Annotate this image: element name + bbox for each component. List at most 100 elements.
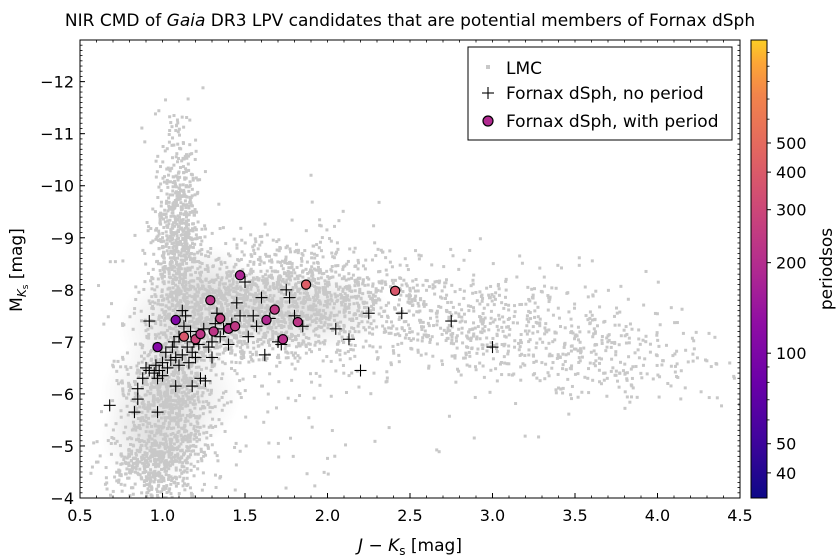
lmc-point: [154, 355, 158, 359]
lmc-point: [259, 259, 263, 263]
lmc-point: [293, 271, 297, 275]
lmc-point: [123, 455, 127, 459]
lmc-point: [176, 482, 180, 486]
lmc-point: [242, 339, 246, 343]
lmc-point: [209, 322, 213, 326]
lmc-point: [163, 419, 167, 423]
lmc-point: [153, 210, 157, 214]
lmc-point: [286, 274, 290, 278]
lmc-point: [193, 434, 197, 438]
lmc-point: [534, 359, 538, 363]
lmc-point: [164, 440, 168, 444]
lmc-point: [185, 195, 189, 199]
lmc-point: [177, 380, 181, 384]
lmc-point: [569, 397, 573, 401]
lmc-point: [173, 433, 177, 437]
lmc-point: [321, 288, 325, 292]
lmc-point: [289, 289, 293, 293]
lmc-point: [129, 486, 133, 490]
lmc-point: [207, 255, 211, 259]
lmc-point: [159, 303, 163, 307]
lmc-point: [523, 363, 527, 367]
lmc-point: [285, 261, 289, 265]
lmc-point: [356, 258, 360, 262]
lmc-point: [118, 444, 122, 448]
lmc-point: [363, 267, 367, 271]
lmc-point: [519, 341, 523, 345]
lmc-point: [154, 228, 158, 232]
lmc-point: [167, 405, 171, 409]
lmc-point: [288, 278, 292, 282]
lmc-point: [547, 354, 551, 358]
lmc-point: [183, 267, 187, 271]
lmc-point: [473, 395, 477, 399]
lmc-point: [337, 340, 341, 344]
lmc-point: [154, 465, 158, 469]
lmc-point: [286, 335, 290, 339]
lmc-point: [175, 347, 179, 351]
lmc-point: [481, 327, 485, 331]
lmc-point: [189, 196, 193, 200]
lmc-point: [576, 395, 580, 399]
lmc-point: [572, 347, 576, 351]
lmc-point: [628, 322, 632, 326]
lmc-point: [491, 357, 495, 361]
lmc-point: [166, 416, 170, 420]
lmc-point: [222, 403, 226, 407]
lmc-point: [176, 178, 180, 182]
lmc-point: [318, 223, 322, 227]
lmc-point: [329, 297, 333, 301]
lmc-point: [669, 364, 673, 368]
lmc-point: [163, 416, 167, 420]
lmc-point: [618, 371, 622, 375]
lmc-point: [223, 429, 227, 433]
lmc-point: [302, 332, 306, 336]
lmc-point: [223, 261, 227, 265]
lmc-point: [178, 166, 182, 170]
lmc-point: [167, 462, 171, 466]
fornax-no-period-point: [103, 399, 116, 412]
lmc-point: [200, 227, 204, 231]
lmc-point: [219, 278, 223, 282]
lmc-point: [170, 438, 174, 442]
lmc-point: [294, 337, 298, 341]
lmc-point: [259, 337, 263, 341]
lmc-point: [482, 329, 486, 333]
lmc-point: [416, 289, 420, 293]
lmc-point: [440, 359, 444, 363]
lmc-point: [610, 341, 614, 345]
lmc-point: [239, 257, 243, 261]
lmc-point: [345, 287, 349, 291]
lmc-point: [169, 475, 173, 479]
lmc-point: [372, 302, 376, 306]
lmc-point: [421, 336, 425, 340]
lmc-point: [173, 307, 177, 311]
lmc-point: [707, 331, 711, 335]
lmc-point: [271, 347, 275, 351]
lmc-point: [262, 299, 266, 303]
lmc-point: [414, 249, 418, 253]
lmc-point: [274, 406, 278, 410]
fornax-no-period-point: [179, 309, 192, 322]
lmc-point: [523, 329, 527, 333]
lmc-point: [177, 170, 181, 174]
lmc-point: [193, 406, 197, 410]
lmc-point: [253, 375, 257, 379]
lmc-point: [119, 415, 123, 419]
lmc-point: [617, 385, 621, 389]
lmc-point: [300, 342, 304, 346]
lmc-point: [494, 346, 498, 350]
lmc-point: [153, 381, 157, 385]
lmc-point: [467, 337, 471, 341]
lmc-point: [167, 140, 171, 144]
lmc-point: [222, 391, 226, 395]
lmc-point: [184, 238, 188, 242]
lmc-point: [322, 342, 326, 346]
lmc-point: [365, 314, 369, 318]
lmc-point: [435, 311, 439, 315]
lmc-point: [165, 147, 169, 151]
lmc-point: [392, 351, 396, 355]
lmc-point: [619, 334, 623, 338]
lmc-point: [187, 281, 191, 285]
lmc-point: [217, 289, 221, 293]
